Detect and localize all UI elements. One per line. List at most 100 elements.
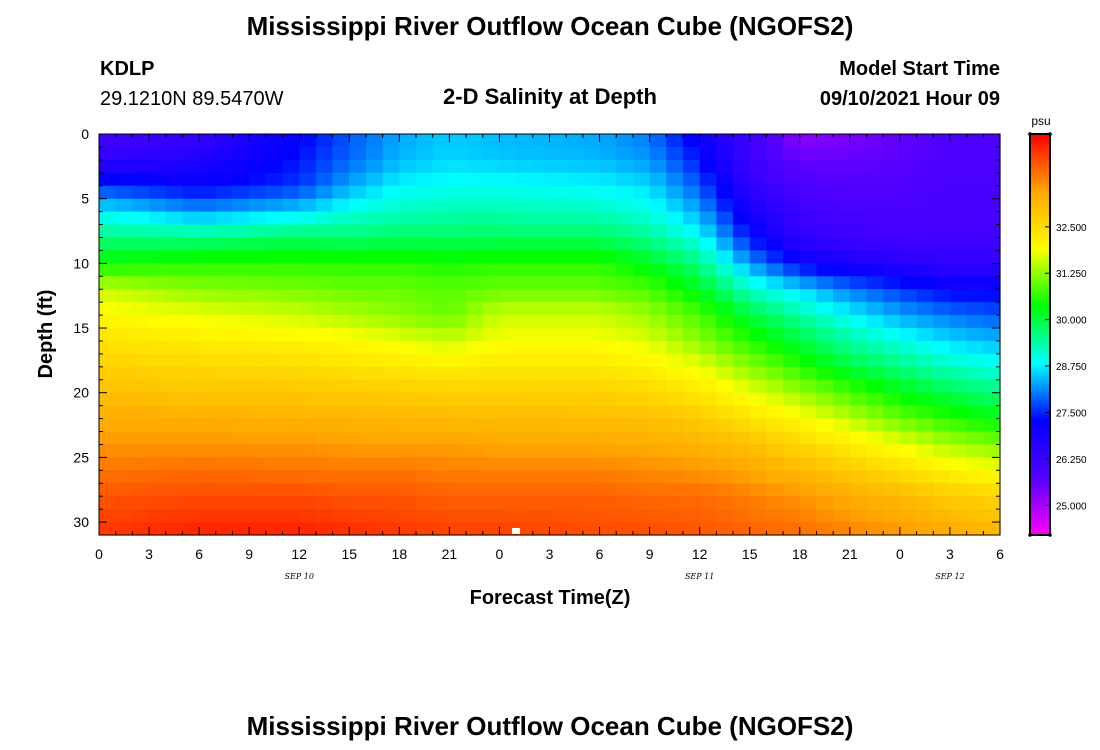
heatmap-cell [916, 379, 934, 394]
heatmap-cell [249, 418, 267, 433]
heatmap-cell [699, 392, 717, 407]
heatmap-cell [249, 470, 267, 484]
heatmap-cell [115, 353, 133, 368]
heatmap-cell [416, 405, 434, 420]
heatmap-cell [215, 315, 234, 329]
heatmap-cell [766, 457, 784, 471]
heatmap-cell [833, 483, 851, 497]
heatmap-cell [199, 496, 217, 510]
heatmap-cell [382, 392, 400, 407]
heatmap-cell [466, 263, 484, 277]
heatmap-cell [265, 159, 284, 174]
heatmap-cell [933, 418, 951, 433]
heatmap-cell [249, 483, 267, 497]
heatmap-cell [616, 509, 634, 523]
heatmap-cell [966, 185, 984, 200]
heatmap-cell [933, 185, 951, 200]
heatmap-cell [699, 444, 717, 458]
heatmap-cell [332, 483, 350, 497]
heatmap-cell [716, 483, 734, 497]
heatmap-cell [716, 340, 734, 355]
heatmap-cell [866, 198, 884, 213]
heatmap-cell [416, 315, 434, 329]
heatmap-cell [949, 340, 968, 355]
heatmap-cell [215, 470, 234, 484]
heatmap-cell [699, 431, 717, 446]
heatmap-cell [933, 522, 951, 536]
heatmap-cell [649, 379, 667, 394]
heatmap-cell [599, 302, 617, 316]
heatmap-cell [99, 224, 117, 239]
heatmap-cell [482, 134, 501, 148]
heatmap-cell [432, 159, 450, 174]
heatmap-cell [232, 276, 250, 290]
heatmap-cell [766, 509, 784, 523]
heatmap-cell [599, 134, 617, 148]
heatmap-cell [899, 276, 918, 290]
heatmap-cell [399, 302, 417, 316]
heatmap-cell [866, 211, 884, 226]
heatmap-cell [265, 198, 284, 213]
heatmap-cell [733, 198, 751, 213]
heatmap-cell [532, 134, 551, 148]
heatmap-cell [599, 211, 617, 226]
heatmap-cell [499, 211, 517, 226]
heatmap-cell [265, 418, 284, 433]
heatmap-cell [749, 457, 768, 471]
heatmap-cell [833, 185, 851, 200]
heatmap-cell [199, 172, 217, 187]
heatmap-cell [349, 250, 367, 264]
heatmap-cell [199, 276, 217, 290]
heatmap-cell [449, 509, 467, 523]
heatmap-cell [816, 353, 834, 368]
heatmap-cell [682, 224, 701, 239]
heatmap-cell [199, 315, 217, 329]
heatmap-cell [115, 405, 133, 420]
heatmap-cell [599, 457, 617, 471]
y-tick-label: 25 [73, 449, 89, 465]
heatmap-cell [482, 457, 501, 471]
heatmap-cell [933, 366, 951, 381]
heatmap-cell [299, 418, 317, 433]
heatmap-cell [299, 392, 317, 407]
heatmap-cell [733, 457, 751, 471]
heatmap-cell [916, 392, 934, 407]
heatmap-cell [182, 353, 200, 368]
heatmap-cell [299, 250, 317, 264]
heatmap-cell [265, 224, 284, 239]
heatmap-cell [315, 457, 334, 471]
heatmap-cell [449, 302, 467, 316]
heatmap-cell [165, 405, 184, 420]
heatmap-cell [149, 392, 167, 407]
heatmap-cell [332, 431, 350, 446]
heatmap-cell [399, 366, 417, 381]
heatmap-cell [883, 483, 901, 497]
heatmap-cell [416, 146, 434, 161]
heatmap-cell [149, 211, 167, 226]
heatmap-cell [866, 302, 884, 316]
heatmap-cell [599, 418, 617, 433]
heatmap-cell [249, 198, 267, 213]
heatmap-cell [416, 483, 434, 497]
heatmap-cell [132, 237, 150, 252]
heatmap-cell [516, 159, 534, 174]
heatmap-cell [716, 302, 734, 316]
heatmap-cell [699, 146, 717, 161]
heatmap-cell [966, 302, 984, 316]
heatmap-cell [766, 224, 784, 239]
heatmap-cell [149, 224, 167, 239]
heatmap-cell [582, 457, 601, 471]
heatmap-cell [432, 289, 450, 303]
heatmap-cell [149, 263, 167, 277]
heatmap-cell [199, 483, 217, 497]
heatmap-cell [182, 146, 200, 161]
heatmap-cell [816, 392, 834, 407]
heatmap-cell [966, 457, 984, 471]
heatmap-cell [449, 172, 467, 187]
heatmap-cell [149, 496, 167, 510]
x-tick-label: 15 [742, 546, 758, 562]
heatmap-cell [416, 366, 434, 381]
heatmap-cell [382, 198, 400, 213]
heatmap-cell [249, 496, 267, 510]
heatmap-cell [916, 146, 934, 161]
